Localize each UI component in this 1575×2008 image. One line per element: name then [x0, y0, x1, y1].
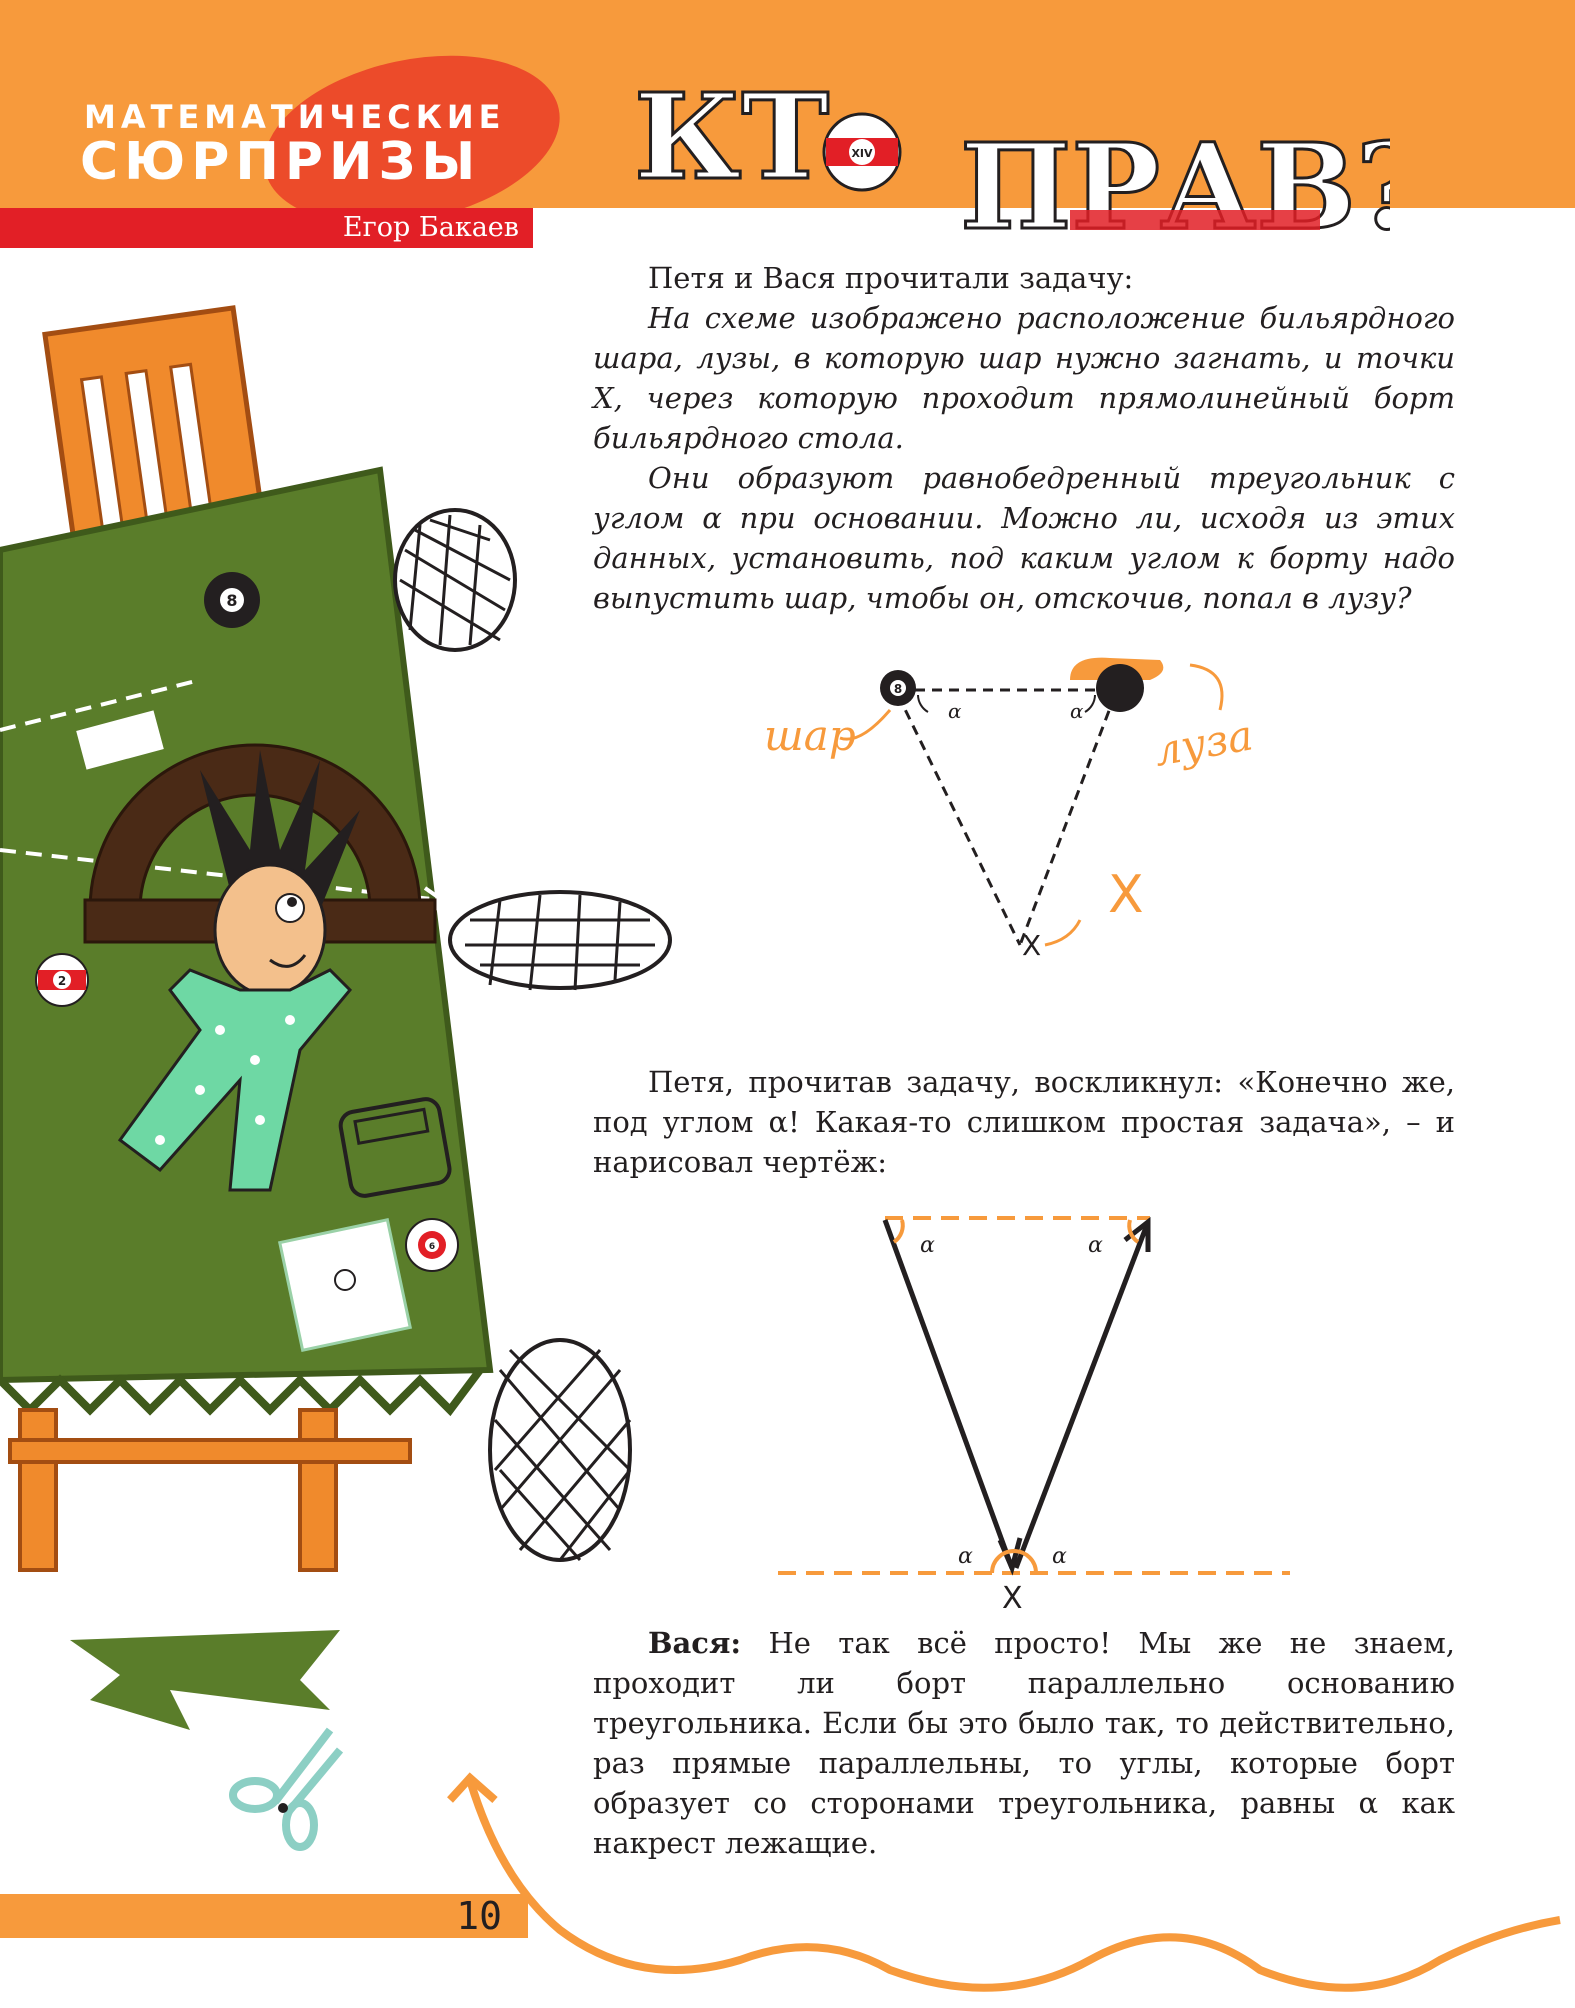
vasya-speaker: Вася:: [648, 1626, 742, 1660]
point-x-label: X: [1022, 929, 1041, 962]
pocket-arrow: [1189, 663, 1224, 711]
pocket-net-icon: [488, 1338, 632, 1562]
ball-label: шар: [764, 711, 856, 760]
header-band: [0, 0, 1575, 208]
diagram2-path-left: [882, 1219, 1015, 1569]
angle-arc: [1084, 694, 1096, 713]
angle-label: α: [1070, 699, 1084, 723]
ball-number: 8: [226, 591, 237, 610]
felt-dashed-line: [0, 848, 441, 902]
illustration: 8 2 6: [0, 305, 672, 1851]
title-part2: ПРАВ?: [960, 117, 1390, 256]
angle-arc: [892, 1219, 905, 1244]
diagram-ball-pocket: 8 α α шар луза X X: [764, 657, 1257, 962]
boy-character-icon: [117, 750, 360, 1192]
table-leg-left: [18, 1408, 58, 1572]
table-crossbar: [8, 1438, 412, 1464]
angle-label: α: [948, 699, 962, 723]
petya-paragraph: Петя, прочитав задачу, воскликнул: «Коне…: [593, 1065, 1455, 1179]
angle-label: α: [958, 1544, 973, 1569]
billiard-ball-6: 6: [405, 1218, 459, 1272]
page-number-bar: 10: [0, 1894, 528, 1938]
pocket-net-icon: [393, 508, 517, 652]
author-bar: Егор Бакаев: [0, 208, 533, 248]
x-arrow: [1044, 919, 1082, 947]
problem-paragraph-2: Они образуют равнобедренный треугольник …: [593, 461, 1455, 615]
problem-section: Петя и Вася прочитали задачу: На схеме и…: [593, 258, 1455, 618]
ribbon-icon: [70, 1630, 340, 1730]
diagram1-side-left: [896, 694, 1022, 946]
intro-lead: Петя и Вася прочитали задачу:: [648, 261, 1134, 295]
angle-label: α: [1052, 1544, 1067, 1569]
point-x-label: X: [1002, 1581, 1023, 1616]
billiard-ball-2: 2: [35, 953, 89, 1007]
title-ball-label: XIV: [851, 147, 873, 160]
title-ball-icon: XIV: [822, 112, 902, 192]
page-title: КТ XIV ПРАВ?: [630, 60, 1391, 260]
angle-arc: [990, 1549, 1038, 1574]
diagram2-path-right: [1013, 1221, 1151, 1569]
diagram-petya-drawing: α α α α X: [778, 1216, 1290, 1616]
ball-number: 6: [429, 1242, 435, 1252]
orange-x-mark: X: [1108, 865, 1144, 925]
vasya-text: Не так всё просто! Мы же не знаем, прохо…: [593, 1626, 1455, 1860]
vasya-section: Вася: Не так всё просто! Мы же не знаем,…: [593, 1623, 1455, 1863]
scissors-icon: [229, 1727, 344, 1851]
angle-arc: [917, 694, 929, 713]
angle-label: α: [1088, 1233, 1103, 1258]
decorative-squiggle: [447, 1772, 1561, 1992]
ball-number: 2: [58, 974, 66, 988]
petya-section: Петя, прочитав задачу, воскликнул: «Коне…: [593, 1062, 1455, 1182]
diagram1-side-right: [1018, 694, 1117, 946]
felt-dashed-line: [0, 678, 201, 732]
vasya-paragraph: Вася: Не так всё просто! Мы же не знаем,…: [593, 1623, 1455, 1863]
page-number: 10: [456, 1894, 502, 1938]
ball-arrow: [839, 709, 892, 741]
billiard-ball-8: 8: [204, 572, 260, 628]
calculator-icon: [338, 1097, 452, 1198]
title-red-underline: [1070, 210, 1320, 230]
note-paper-icon: [277, 1217, 413, 1353]
rubric-subtitle: СЮРПРИЗЫ: [80, 132, 482, 192]
rubric-title: МАТЕМАТИЧЕСКИЕ: [84, 98, 506, 136]
arrow-head: [997, 1537, 1023, 1576]
ball-8-icon: 8: [880, 670, 916, 706]
angle-label: α: [920, 1233, 935, 1258]
pocket-icon: [1070, 657, 1164, 712]
author-name: Егор Бакаев: [342, 212, 519, 243]
pocket-label: луза: [1150, 710, 1256, 775]
chalk-icon: [76, 710, 164, 770]
title-svg: КТ XIV ПРАВ?: [633, 66, 1391, 258]
diagram1-ball-number: 8: [894, 682, 902, 696]
pocket-net-icon: [448, 890, 672, 991]
problem-paragraph-1: На схеме изображено расположение бильярд…: [593, 301, 1455, 455]
table-leg-right: [298, 1408, 338, 1572]
table-skirt: [0, 1367, 484, 1417]
angle-arc: [1127, 1219, 1140, 1244]
title-part1: КТ: [634, 67, 829, 206]
